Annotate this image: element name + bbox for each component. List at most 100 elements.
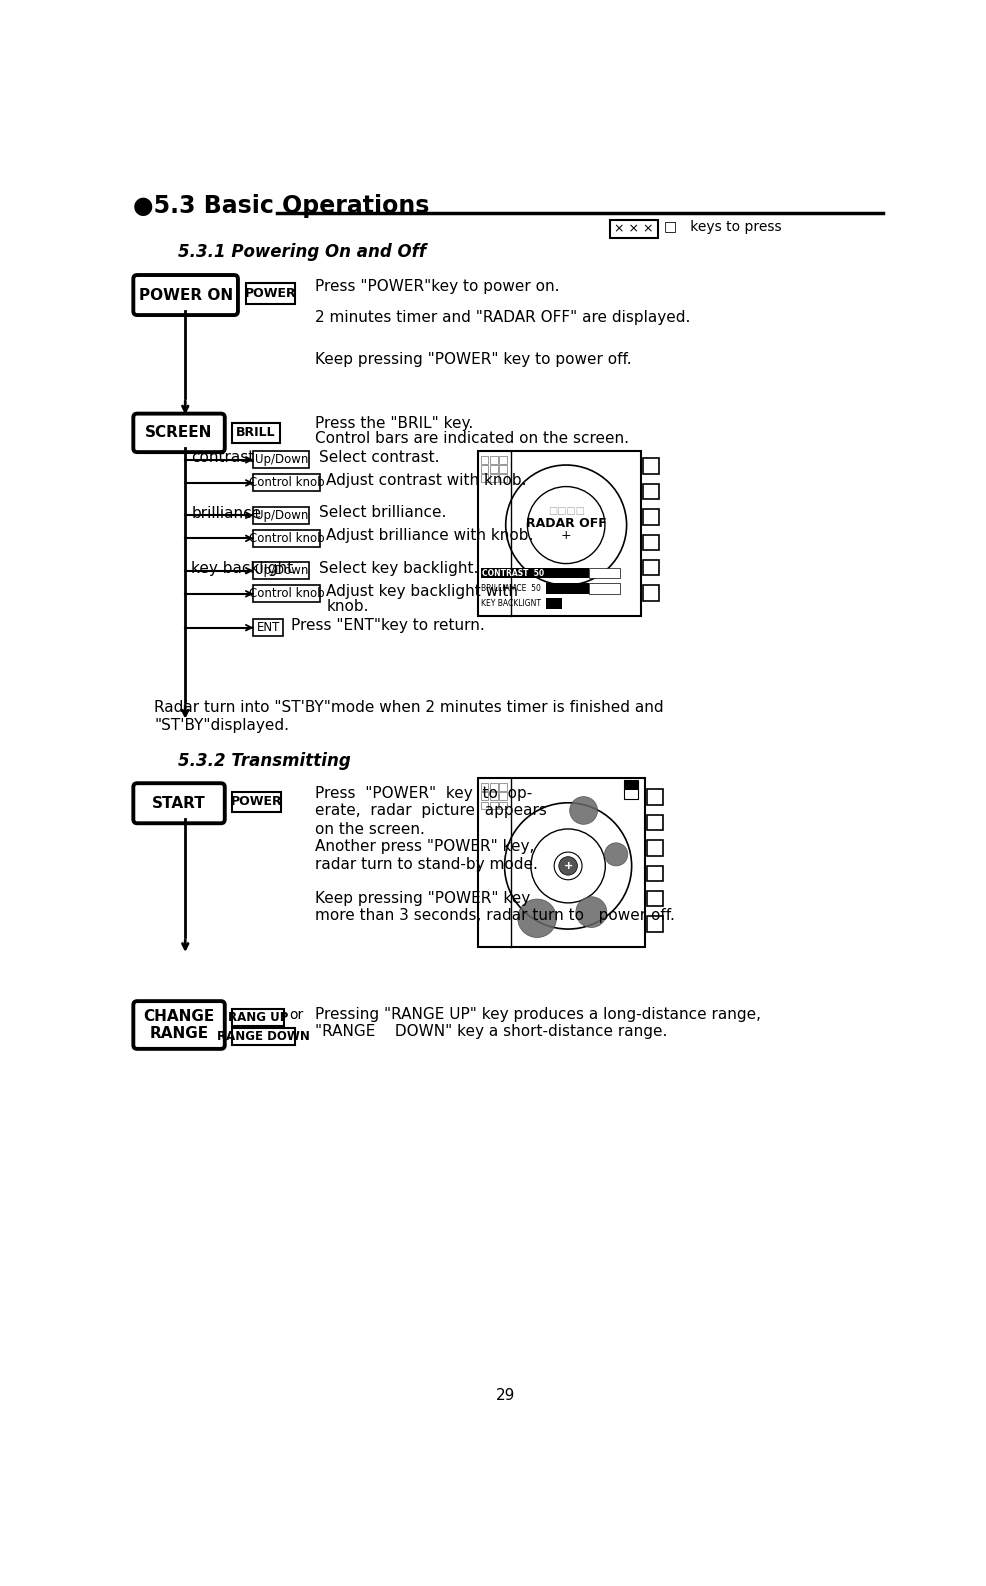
Bar	[546, 568, 589, 579]
Text: RANGE DOWN: RANGE DOWN	[217, 1029, 310, 1044]
Text: Adjust brilliance with knob.: Adjust brilliance with knob.	[326, 528, 533, 544]
Bar	[480, 568, 546, 579]
Text: 5.3.1 Powering On and Off: 5.3.1 Powering On and Off	[177, 243, 426, 260]
Text: Keep pressing "POWER" key to power off.: Keep pressing "POWER" key to power off.	[316, 352, 632, 366]
Text: Press  "POWER"  key  to  op-: Press "POWER" key to op-	[316, 785, 532, 801]
Bar	[253, 474, 320, 492]
Bar	[480, 801, 488, 809]
Text: erate,  radar  picture  appears: erate, radar picture appears	[316, 803, 547, 818]
Bar	[253, 452, 310, 468]
FancyBboxPatch shape	[133, 783, 225, 823]
Circle shape	[559, 856, 578, 875]
Bar	[490, 783, 498, 791]
Text: "ST'BY"displayed.: "ST'BY"displayed.	[154, 718, 289, 733]
Bar	[253, 508, 310, 523]
Text: □□□□: □□□□	[547, 506, 585, 515]
Bar	[480, 793, 488, 801]
Bar	[643, 484, 659, 500]
Text: POWER ON: POWER ON	[139, 287, 233, 303]
Text: 2 minutes timer and "RADAR OFF" are displayed.: 2 minutes timer and "RADAR OFF" are disp…	[316, 309, 691, 325]
Bar	[246, 284, 295, 303]
Text: radar turn to stand-by mode.: radar turn to stand-by mode.	[316, 856, 538, 872]
Bar	[499, 474, 507, 482]
Text: BRILLIAMCE  50: BRILLIAMCE 50	[480, 584, 540, 593]
Text: Up/Down: Up/Down	[254, 454, 308, 466]
Bar	[647, 866, 663, 880]
Text: 29: 29	[496, 1388, 515, 1402]
Bar	[643, 585, 659, 601]
Bar	[643, 560, 659, 576]
Bar	[480, 455, 488, 463]
Text: Pressing "RANGE UP" key produces a long-distance range,: Pressing "RANGE UP" key produces a long-…	[316, 1007, 761, 1021]
FancyBboxPatch shape	[133, 274, 238, 316]
Bar	[232, 1009, 284, 1026]
Bar	[546, 598, 562, 609]
Bar	[589, 568, 620, 579]
Circle shape	[604, 842, 628, 866]
Bar	[624, 780, 638, 790]
Text: +: +	[561, 530, 572, 542]
Text: Another press "POWER" key,: Another press "POWER" key,	[316, 839, 534, 855]
Text: CONTRAST  50: CONTRAST 50	[482, 568, 544, 577]
Text: Control knob: Control knob	[248, 587, 324, 600]
Bar	[480, 465, 488, 473]
Text: Control bars are indicated on the screen.: Control bars are indicated on the screen…	[316, 431, 629, 446]
Bar	[480, 474, 488, 482]
Bar	[546, 584, 589, 593]
Bar	[499, 455, 507, 463]
Circle shape	[576, 896, 606, 928]
Bar	[490, 474, 498, 482]
Text: Radar turn into "ST'BY"mode when 2 minutes timer is finished and: Radar turn into "ST'BY"mode when 2 minut…	[154, 699, 664, 715]
Text: brilliance: brilliance	[191, 506, 261, 522]
Text: Keep pressing "POWER" key: Keep pressing "POWER" key	[316, 891, 530, 906]
Text: contrast: contrast	[191, 450, 254, 465]
Text: SCREEN: SCREEN	[145, 425, 213, 441]
Bar	[480, 783, 488, 791]
Bar	[253, 530, 320, 547]
Text: on the screen.: on the screen.	[316, 822, 425, 837]
Text: POWER: POWER	[231, 795, 282, 809]
Bar	[490, 465, 498, 473]
Bar	[499, 801, 507, 809]
Text: Select key backlight.: Select key backlight.	[318, 561, 478, 576]
Text: key backlight: key backlight	[191, 561, 294, 576]
Bar	[499, 793, 507, 801]
Text: START: START	[152, 796, 206, 810]
Text: or: or	[289, 1009, 304, 1021]
Circle shape	[570, 796, 598, 825]
Bar	[253, 619, 283, 636]
Text: BRILL: BRILL	[236, 427, 276, 439]
FancyBboxPatch shape	[133, 1001, 225, 1048]
Text: Control knob: Control knob	[248, 476, 324, 490]
Bar	[647, 917, 663, 933]
Text: ENT: ENT	[256, 622, 280, 634]
Circle shape	[518, 899, 556, 937]
Bar	[232, 423, 280, 442]
Bar	[643, 509, 659, 525]
Bar	[643, 458, 659, 474]
Bar	[589, 584, 620, 593]
Bar	[253, 585, 320, 603]
Text: knob.: knob.	[326, 600, 369, 614]
Bar	[490, 455, 498, 463]
Bar	[478, 450, 641, 615]
Text: RADAR OFF: RADAR OFF	[526, 517, 606, 530]
Bar	[232, 1028, 295, 1045]
Text: POWER: POWER	[245, 287, 297, 300]
Text: more than 3 seconds, radar turn to   power off.: more than 3 seconds, radar turn to power…	[316, 907, 675, 923]
Bar	[647, 815, 663, 829]
Text: Adjust key backlight with: Adjust key backlight with	[326, 584, 519, 600]
Text: RANG UP: RANG UP	[228, 1010, 288, 1025]
Text: × × ×: × × ×	[614, 222, 654, 235]
Bar	[478, 777, 645, 947]
Text: Up/Down: Up/Down	[254, 565, 308, 577]
Text: "RANGE    DOWN" key a short-distance range.: "RANGE DOWN" key a short-distance range.	[316, 1025, 668, 1039]
Text: CHANGE
RANGE: CHANGE RANGE	[143, 1009, 215, 1040]
Text: Control knob: Control knob	[248, 531, 324, 546]
Bar	[499, 465, 507, 473]
Text: Select brilliance.: Select brilliance.	[318, 506, 446, 520]
Text: Press the "BRIL" key.: Press the "BRIL" key.	[316, 416, 473, 431]
Bar	[490, 793, 498, 801]
Text: 5.3.2 Transmitting: 5.3.2 Transmitting	[177, 752, 350, 771]
Bar	[253, 561, 310, 579]
